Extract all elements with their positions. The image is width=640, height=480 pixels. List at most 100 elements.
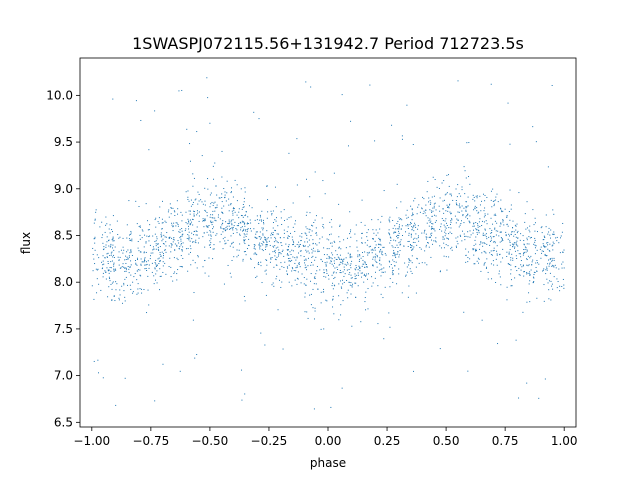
data-point xyxy=(188,237,190,239)
data-point xyxy=(464,170,466,172)
data-point xyxy=(411,255,413,257)
data-point xyxy=(543,239,545,241)
data-point xyxy=(384,253,386,255)
data-point xyxy=(161,240,163,242)
data-point xyxy=(107,269,109,271)
data-point xyxy=(448,227,450,229)
data-point xyxy=(111,299,113,301)
data-point xyxy=(275,220,277,222)
data-point xyxy=(509,219,511,221)
data-point xyxy=(301,236,303,238)
data-point xyxy=(357,254,359,256)
data-point xyxy=(189,210,191,212)
data-point xyxy=(242,230,244,232)
data-point xyxy=(207,226,209,228)
data-point xyxy=(457,184,459,186)
data-point xyxy=(407,241,409,243)
data-point xyxy=(558,268,560,270)
data-point xyxy=(537,262,539,264)
data-point xyxy=(221,176,223,178)
data-point xyxy=(162,238,164,240)
data-point xyxy=(518,397,520,399)
data-point xyxy=(188,200,190,202)
data-point xyxy=(389,236,391,238)
data-point xyxy=(479,218,481,220)
data-point xyxy=(345,247,347,249)
data-point xyxy=(282,348,284,350)
data-point xyxy=(563,267,565,269)
data-point xyxy=(165,221,167,223)
data-point xyxy=(556,240,558,242)
data-point xyxy=(514,277,516,279)
data-point xyxy=(491,229,493,231)
data-point xyxy=(143,261,145,263)
data-point xyxy=(468,220,470,222)
data-point xyxy=(260,216,262,218)
data-point xyxy=(548,227,550,229)
data-point xyxy=(305,259,307,261)
data-point xyxy=(99,226,101,228)
data-point xyxy=(270,210,272,212)
data-point xyxy=(333,260,335,262)
data-point xyxy=(306,228,308,230)
data-point xyxy=(367,288,369,290)
data-point xyxy=(478,258,480,260)
data-point xyxy=(371,285,373,287)
data-point xyxy=(113,249,115,251)
data-point xyxy=(417,206,419,208)
data-point xyxy=(197,242,199,244)
data-point xyxy=(473,244,475,246)
x-tick-label: 0.75 xyxy=(492,434,519,448)
data-point xyxy=(348,268,350,270)
data-point xyxy=(448,206,450,208)
data-point xyxy=(320,328,322,330)
data-point xyxy=(524,246,526,248)
data-point xyxy=(190,221,192,223)
data-point xyxy=(109,280,111,282)
data-point xyxy=(307,250,309,252)
data-point xyxy=(525,228,527,230)
data-point xyxy=(374,240,376,242)
data-point xyxy=(143,252,145,254)
data-point xyxy=(470,234,472,236)
data-point xyxy=(523,251,525,253)
data-point xyxy=(467,214,469,216)
data-point xyxy=(550,229,552,231)
data-point xyxy=(410,245,412,247)
data-point xyxy=(500,207,501,209)
data-point xyxy=(414,237,416,239)
data-point xyxy=(481,200,483,202)
data-point xyxy=(246,248,248,250)
data-point xyxy=(226,192,228,194)
data-point xyxy=(186,237,188,239)
data-point xyxy=(303,259,305,261)
data-point xyxy=(212,228,214,230)
data-point xyxy=(505,231,507,233)
data-point xyxy=(431,232,433,234)
data-point xyxy=(508,263,510,265)
data-point xyxy=(210,220,212,222)
data-point xyxy=(401,138,403,140)
data-point xyxy=(294,230,296,232)
data-point xyxy=(213,226,214,228)
data-point xyxy=(124,296,126,298)
data-point xyxy=(255,277,257,279)
data-point xyxy=(365,275,367,277)
data-point xyxy=(533,277,535,279)
data-point xyxy=(551,259,553,261)
data-point xyxy=(357,250,359,252)
data-point xyxy=(480,242,482,244)
data-point xyxy=(350,120,352,122)
data-point xyxy=(229,227,231,229)
data-point xyxy=(372,238,374,240)
data-point xyxy=(377,323,379,325)
data-point xyxy=(234,179,236,181)
data-point xyxy=(243,206,245,208)
data-point xyxy=(139,251,141,253)
data-point xyxy=(334,276,336,278)
data-point xyxy=(441,218,443,220)
data-point xyxy=(349,257,351,259)
data-point xyxy=(141,229,143,231)
data-point xyxy=(293,242,295,244)
data-point xyxy=(438,205,440,207)
